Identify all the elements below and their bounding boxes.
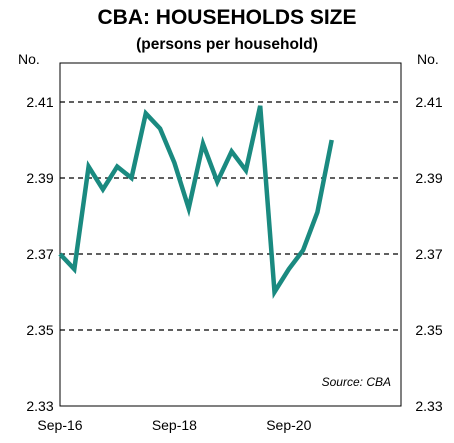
y-tick-label-left: 2.41 <box>26 94 53 110</box>
x-tick-label: Sep-20 <box>266 417 311 433</box>
y-tick-label-right: 2.35 <box>415 322 442 338</box>
chart-subtitle: (persons per household) <box>136 36 318 53</box>
y-axis-unit-left: No. <box>18 51 40 67</box>
x-axis-ticks: Sep-16 Sep-18 Sep-20 <box>37 417 311 433</box>
x-tick-label: Sep-16 <box>37 417 82 433</box>
gridlines <box>60 101 401 331</box>
y-tick-label-left: 2.39 <box>26 170 53 186</box>
plot-area-frame <box>59 62 402 407</box>
y-axis-unit-right: No. <box>417 51 439 67</box>
series-group <box>58 105 334 299</box>
chart-title: CBA: HOUSEHOLDS SIZE <box>97 6 357 29</box>
y-axis-ticks: 2.41 2.41 2.39 2.39 2.37 2.37 2.35 2.35 2.33 2.33 <box>26 94 442 414</box>
y-tick-label-right: 2.41 <box>415 94 442 110</box>
y-tick-label-right: 2.37 <box>415 246 442 262</box>
y-tick-label-left: 2.37 <box>26 246 53 262</box>
y-tick-label-left: 2.33 <box>26 398 53 414</box>
source-note: Source: CBA <box>322 375 391 389</box>
x-tick-label: Sep-18 <box>152 417 197 433</box>
y-tick-label-left: 2.35 <box>26 322 53 338</box>
y-tick-label-right: 2.39 <box>415 170 442 186</box>
series-line <box>58 105 334 299</box>
y-tick-label-right: 2.33 <box>415 398 442 414</box>
